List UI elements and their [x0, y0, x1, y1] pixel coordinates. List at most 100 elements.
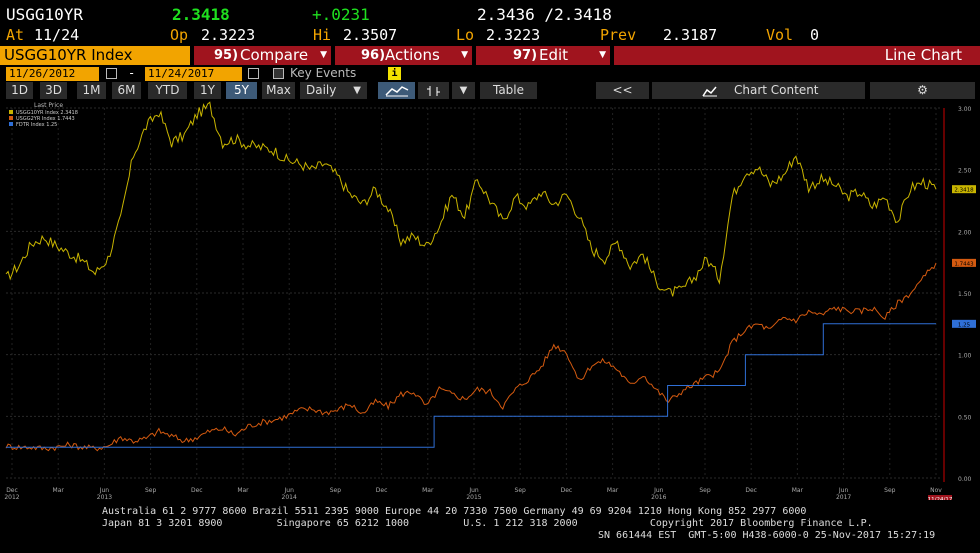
x-tick-year: 2015	[466, 494, 481, 500]
x-tick-month: Dec	[745, 487, 757, 494]
y-tick-label: 1.00	[958, 353, 972, 360]
series-line-10y	[5, 101, 937, 297]
end-date-field[interactable]: 11/24/2017	[145, 67, 242, 81]
x-tick-month: Jun	[284, 487, 295, 494]
chevron-down-icon: ▼	[599, 50, 606, 60]
period-6m-button[interactable]: 6M	[112, 82, 142, 99]
last-price: 2.3418	[172, 5, 230, 24]
x-tick-month: Jun	[99, 487, 110, 494]
period-1y-button[interactable]: 1Y	[194, 82, 222, 99]
chart-series: 2.3418 1.7443 1.25	[5, 101, 976, 452]
legend-swatch	[9, 116, 13, 120]
edit-number: 97)	[513, 48, 538, 63]
at-label: At	[6, 26, 25, 44]
table-button[interactable]: Table	[480, 82, 538, 99]
period-5y-button[interactable]: 5Y	[226, 82, 258, 99]
period-3d-button[interactable]: 3D	[40, 82, 68, 99]
current-date-tag-label: 11/24/17	[928, 497, 953, 500]
chevron-down-icon: ▼	[353, 85, 361, 96]
value-tag	[952, 319, 976, 328]
legend-title: Last Price	[34, 102, 63, 109]
legend-swatch	[9, 122, 13, 126]
value-tag-label: 2.3418	[954, 188, 974, 194]
current-date-tag	[928, 495, 952, 503]
y-axis-ticks: 3.00 2.50 2.00 1.50 1.00 0.50 0.00	[958, 106, 972, 483]
bid-ask: 2.3436 /2.3418	[477, 5, 612, 24]
period-1m-button[interactable]: 1M	[77, 82, 107, 99]
calendar-icon[interactable]	[248, 68, 259, 79]
period-1d-button[interactable]: 1D	[6, 82, 34, 99]
compare-label: Compare	[240, 46, 309, 64]
quote-stats-row: At 11/24 Op 2.3223 Hi 2.3507 Lo 2.3223 P…	[0, 26, 980, 46]
vol-value: 0	[810, 26, 820, 44]
x-tick-month: Sep	[330, 487, 342, 494]
high-label: Hi	[313, 26, 332, 44]
legend-entry: USGG10YR Index 2.3418	[16, 110, 78, 116]
prev-value: 2.3187	[663, 26, 718, 44]
chart-grid	[6, 107, 945, 482]
compare-button[interactable]: 95) Compare ▼	[194, 46, 331, 65]
open-value: 2.3223	[201, 26, 256, 44]
series-line-fed	[6, 323, 936, 448]
actions-button[interactable]: 96) Actions ▼	[335, 46, 472, 65]
line-chart[interactable]: 2.3418 1.7443 1.25 3.00 2.50 2.00 1.50 1.00 0.5…	[0, 100, 980, 503]
x-tick-month: Sep	[145, 487, 157, 494]
y-tick-label: 0.00	[958, 476, 972, 483]
x-tick-year: 2014	[282, 494, 297, 500]
vol-label: Vol	[766, 26, 794, 44]
low-label: Lo	[456, 26, 475, 44]
start-date-field[interactable]: 11/26/2012	[6, 67, 99, 81]
x-tick-month: Nov	[930, 487, 942, 494]
series-line-2y	[5, 262, 937, 452]
edit-button[interactable]: 97) Edit ▼	[476, 46, 610, 65]
price-change: +.0231	[312, 5, 370, 24]
x-tick-month: Sep	[884, 487, 896, 494]
legend-swatch	[9, 110, 13, 114]
x-tick-month: Dec	[6, 487, 18, 494]
value-tag-label: 1.7443	[954, 261, 974, 267]
frequency-value: Daily	[306, 83, 337, 97]
quote-header-row: USGG10YR 2.3418 +.0231 2.3436 /2.3418	[0, 5, 980, 27]
chart-content-button[interactable]: Chart Content	[652, 82, 866, 99]
view-title: Line Chart	[614, 46, 980, 65]
y-tick-label: 2.00	[958, 229, 972, 236]
x-tick-month: Mar	[792, 487, 804, 494]
collapse-button[interactable]: <<	[596, 82, 650, 99]
actions-label: Actions	[385, 46, 440, 64]
value-tag	[952, 185, 976, 194]
key-events-checkbox[interactable]	[273, 68, 284, 79]
y-tick-label: 3.00	[958, 106, 972, 113]
x-tick-month: Mar	[237, 487, 249, 494]
x-tick-year: 2013	[97, 494, 112, 500]
x-tick-year: 2016	[651, 494, 666, 500]
legend-entry: USGG2YR Index 1.7443	[16, 116, 75, 122]
x-tick-month: Sep	[699, 487, 711, 494]
period-ytd-button[interactable]: YTD	[148, 82, 188, 99]
footer-line-2: Japan 81 3 3201 8900 Singapore 65 6212 1…	[102, 518, 873, 529]
line-chart-icon[interactable]	[378, 82, 416, 99]
x-tick-month: Dec	[191, 487, 203, 494]
gear-icon[interactable]: ⚙	[870, 82, 976, 99]
edit-label: Edit	[539, 46, 569, 64]
footer: Australia 61 2 9777 8600 Brazil 5511 239…	[0, 504, 980, 553]
chart-toolbar: 1D 3D 1M 6M YTD 1Y 5Y Max Daily ▼ ▼ Tabl…	[0, 82, 980, 99]
high-value: 2.3507	[343, 26, 398, 44]
bar-chart-icon[interactable]	[418, 82, 450, 99]
dropdown-icon[interactable]: ▼	[452, 82, 476, 99]
x-tick-month: Dec	[376, 487, 388, 494]
mountain-chart-icon	[702, 86, 717, 97]
calendar-icon[interactable]	[106, 68, 117, 79]
value-tag-label: 1.25	[958, 322, 971, 328]
compare-number: 95)	[214, 48, 239, 63]
y-tick-label: 1.50	[958, 291, 972, 298]
date-range-row: 11/26/2012 - 11/24/2017 Key Events i	[0, 66, 980, 82]
prev-label: Prev	[600, 26, 637, 44]
y-tick-label: 2.50	[958, 168, 972, 175]
period-max-button[interactable]: Max	[262, 82, 296, 99]
x-tick-month: Jun	[838, 487, 849, 494]
info-icon[interactable]: i	[388, 67, 401, 80]
security-field[interactable]: USGG10YR Index	[0, 46, 190, 65]
frequency-select[interactable]: Daily ▼	[300, 82, 368, 99]
